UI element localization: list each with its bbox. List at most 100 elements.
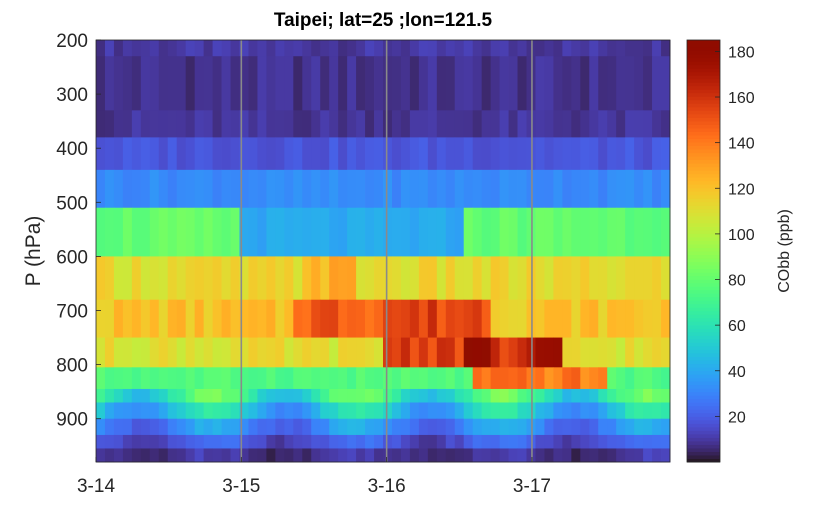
colorbar-swatch bbox=[687, 180, 720, 185]
heatmap-cell bbox=[589, 299, 599, 338]
heatmap-cell bbox=[490, 137, 500, 171]
heatmap-cell bbox=[194, 367, 205, 390]
heatmap-cell bbox=[661, 169, 671, 209]
colorbar-swatch bbox=[687, 447, 720, 452]
heatmap-cell bbox=[302, 169, 312, 209]
heatmap-cell bbox=[203, 256, 213, 301]
heatmap-cell bbox=[454, 418, 465, 436]
heatmap-cell bbox=[302, 434, 312, 449]
heatmap-cell bbox=[356, 256, 366, 301]
colorbar-swatch bbox=[687, 166, 720, 171]
heatmap-cell bbox=[96, 256, 106, 301]
heatmap-cell bbox=[490, 388, 500, 403]
heatmap-cell bbox=[239, 169, 249, 209]
heatmap-cell bbox=[365, 110, 375, 138]
heatmap-cell bbox=[472, 56, 483, 111]
heatmap-cell bbox=[616, 137, 626, 171]
heatmap-cell bbox=[436, 337, 447, 368]
colorbar-swatch bbox=[687, 99, 720, 104]
heatmap-cell bbox=[221, 137, 231, 171]
heatmap-cell bbox=[553, 40, 563, 57]
heatmap-cell bbox=[176, 137, 187, 171]
heatmap-cell bbox=[275, 434, 285, 449]
heatmap-cell bbox=[481, 402, 492, 420]
colorbar-swatch bbox=[687, 215, 720, 220]
heatmap-cell bbox=[275, 367, 285, 390]
heatmap-cell bbox=[427, 110, 438, 138]
heatmap-cell bbox=[589, 337, 599, 368]
heatmap-cell bbox=[212, 299, 222, 338]
heatmap-cell bbox=[571, 137, 581, 171]
heatmap-cell bbox=[257, 367, 267, 390]
heatmap-cell bbox=[338, 448, 348, 463]
heatmap-cell bbox=[383, 56, 393, 111]
heatmap-cell bbox=[508, 367, 518, 390]
colorbar-swatch bbox=[687, 191, 720, 196]
heatmap-cell bbox=[391, 418, 402, 436]
heatmap-cell bbox=[374, 388, 384, 403]
heatmap-cell bbox=[409, 56, 420, 111]
heatmap-cell bbox=[391, 337, 402, 368]
heatmap-cell bbox=[409, 448, 420, 463]
colorbar-swatch bbox=[687, 229, 720, 234]
heatmap-cell bbox=[445, 110, 456, 138]
heatmap-cell bbox=[508, 388, 518, 403]
heatmap-cell bbox=[472, 448, 483, 463]
heatmap-cell bbox=[302, 448, 312, 463]
heatmap-cell bbox=[284, 207, 294, 257]
heatmap-cell bbox=[356, 367, 366, 390]
heatmap-cell bbox=[122, 40, 133, 57]
heatmap-cell bbox=[427, 434, 438, 449]
heatmap-cell bbox=[490, 207, 500, 257]
heatmap-cell bbox=[652, 418, 662, 436]
heatmap-cell bbox=[131, 137, 142, 171]
heatmap-cell bbox=[652, 388, 662, 403]
heatmap-cell bbox=[257, 110, 267, 138]
colorbar-swatch bbox=[687, 289, 720, 294]
heatmap-cell bbox=[311, 448, 321, 463]
colorbar-swatch bbox=[687, 416, 720, 421]
colorbar-swatch bbox=[687, 258, 720, 263]
heatmap-cell bbox=[113, 169, 124, 209]
heatmap-cell bbox=[356, 448, 366, 463]
heatmap-cell bbox=[284, 448, 294, 463]
heatmap-cell bbox=[293, 40, 303, 57]
heatmap-cell bbox=[113, 418, 124, 436]
heatmap-cell bbox=[356, 418, 366, 436]
heatmap-cell bbox=[203, 137, 213, 171]
heatmap-cell bbox=[661, 299, 671, 338]
heatmap-cell bbox=[580, 256, 590, 301]
heatmap-cell bbox=[140, 207, 151, 257]
heatmap-cell bbox=[96, 299, 106, 338]
heatmap-cell bbox=[347, 110, 357, 138]
heatmap-cell bbox=[185, 256, 196, 301]
heatmap-cell bbox=[544, 56, 554, 111]
heatmap-cell bbox=[409, 388, 420, 403]
colorbar-tick-label: 60 bbox=[728, 318, 746, 335]
heatmap-cell bbox=[194, 299, 205, 338]
heatmap-cell bbox=[391, 169, 402, 209]
heatmap-cell bbox=[96, 388, 106, 403]
colorbar-swatch bbox=[687, 395, 720, 400]
heatmap-cell bbox=[535, 137, 545, 171]
heatmap-cell bbox=[481, 418, 492, 436]
heatmap-cell bbox=[580, 207, 590, 257]
colorbar-border bbox=[686, 39, 721, 463]
heatmap-cell bbox=[122, 402, 133, 420]
heatmap-cell bbox=[185, 434, 196, 449]
heatmap-cell bbox=[634, 418, 644, 436]
heatmap-cell bbox=[616, 337, 626, 368]
heatmap-cell bbox=[634, 402, 644, 420]
heatmap-cell bbox=[176, 256, 187, 301]
heatmap-cell bbox=[329, 137, 339, 171]
heatmap-cell bbox=[562, 434, 572, 449]
heatmap-cell bbox=[454, 434, 465, 449]
heatmap-cell bbox=[248, 299, 258, 338]
heatmap-cell bbox=[96, 402, 106, 420]
heatmap-cell bbox=[553, 256, 563, 301]
heatmap-cell bbox=[391, 256, 402, 301]
heatmap-cell bbox=[445, 448, 456, 463]
heatmap-cell bbox=[284, 56, 294, 111]
heatmap-cell bbox=[203, 169, 213, 209]
heatmap-cell bbox=[454, 337, 465, 368]
